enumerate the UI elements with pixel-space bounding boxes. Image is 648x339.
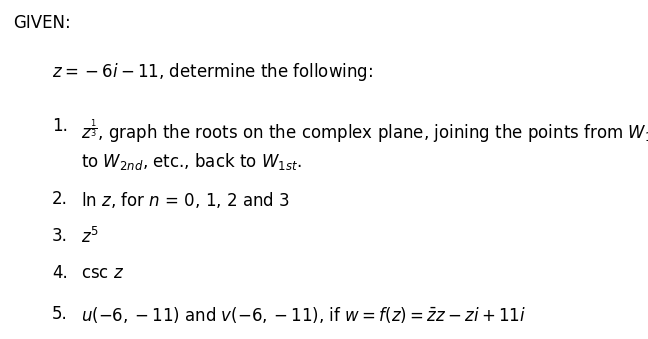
Text: csc $z$: csc $z$	[81, 264, 124, 282]
Text: 5.: 5.	[52, 305, 67, 323]
Text: 1.: 1.	[52, 117, 67, 135]
Text: 4.: 4.	[52, 264, 67, 282]
Text: $z = -6i - 11$, determine the following:: $z = -6i - 11$, determine the following:	[52, 61, 373, 83]
Text: $z^5$: $z^5$	[81, 227, 99, 247]
Text: $u(-6, -11)$ and $v(-6, -11)$, if $w = f(z) = \bar{z}z - zi + 11i$: $u(-6, -11)$ and $v(-6, -11)$, if $w = f…	[81, 305, 526, 325]
Text: 3.: 3.	[52, 227, 67, 245]
Text: $z^{\frac{1}{3}}$, graph the roots on the complex plane, joining the points from: $z^{\frac{1}{3}}$, graph the roots on th…	[81, 117, 648, 145]
Text: 2.: 2.	[52, 190, 67, 208]
Text: ln $z$, for $n$ = 0, 1, 2 and 3: ln $z$, for $n$ = 0, 1, 2 and 3	[81, 190, 290, 210]
Text: to $W_{2nd}$, etc., back to $W_{1st}$.: to $W_{2nd}$, etc., back to $W_{1st}$.	[81, 151, 301, 172]
Text: GIVEN:: GIVEN:	[13, 14, 71, 32]
